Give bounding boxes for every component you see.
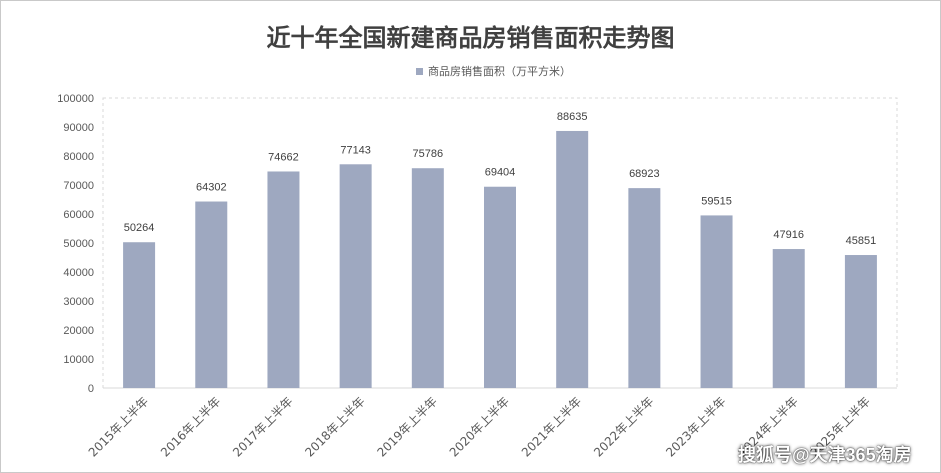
x-tick-label: 2015年上半年: [86, 394, 151, 459]
x-tick-label: 2021年上半年: [519, 394, 584, 459]
data-label: 50264: [124, 222, 155, 234]
y-tick-label: 100000: [57, 93, 94, 105]
data-label: 75786: [413, 148, 444, 160]
plot-area: [102, 97, 898, 389]
bar: [772, 249, 805, 388]
y-tick-label: 0: [88, 383, 94, 395]
chart-title: 近十年全国新建商品房销售面积走势图: [266, 25, 675, 52]
y-tick-label: 80000: [63, 151, 94, 163]
bar: [484, 186, 516, 388]
bar: [411, 168, 444, 388]
bar: [628, 188, 661, 388]
data-label: 45851: [846, 235, 877, 247]
bar: [123, 242, 156, 388]
x-tick-label: 2017年上半年: [230, 394, 295, 459]
data-label: 59515: [701, 195, 732, 207]
y-tick-label: 20000: [63, 325, 94, 337]
bar: [195, 201, 228, 388]
data-label: 88635: [557, 111, 588, 123]
data-label: 77143: [340, 144, 371, 156]
data-label: 69404: [485, 167, 516, 179]
legend-label: 商品房销售面积（万平方米）: [428, 66, 571, 78]
bar: [267, 171, 300, 388]
data-label: 74662: [268, 151, 299, 163]
data-label: 64302: [196, 182, 227, 194]
bar: [339, 164, 372, 388]
x-tick-label: 2019年上半年: [374, 394, 439, 459]
data-label: 68923: [629, 168, 660, 180]
watermark: 搜狐号@天津365淘房: [738, 445, 912, 465]
x-tick-label: 2018年上半年: [302, 394, 367, 459]
chart-legend: 商品房销售面积（万平方米）: [416, 64, 571, 78]
x-tick-label: 2023年上半年: [663, 394, 728, 459]
y-tick-label: 90000: [63, 122, 94, 134]
bar: [844, 255, 877, 388]
bar: [556, 130, 589, 388]
y-tick-label: 70000: [63, 180, 94, 192]
y-tick-label: 50000: [63, 238, 94, 250]
y-tick-label: 10000: [63, 354, 94, 366]
x-tick-label: 2020年上半年: [447, 394, 512, 459]
y-tick-label: 40000: [63, 267, 94, 279]
x-tick-label: 2022年上半年: [591, 394, 656, 459]
x-tick-label: 2016年上半年: [158, 394, 223, 459]
y-tick-label: 30000: [63, 296, 94, 308]
y-tick-label: 60000: [63, 209, 94, 221]
data-label: 47916: [773, 229, 804, 241]
bar: [700, 215, 733, 388]
legend-swatch: [416, 67, 423, 75]
